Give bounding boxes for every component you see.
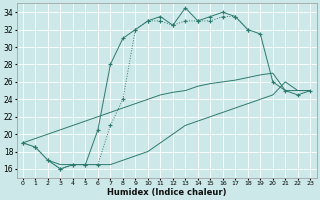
X-axis label: Humidex (Indice chaleur): Humidex (Indice chaleur) [107, 188, 226, 197]
